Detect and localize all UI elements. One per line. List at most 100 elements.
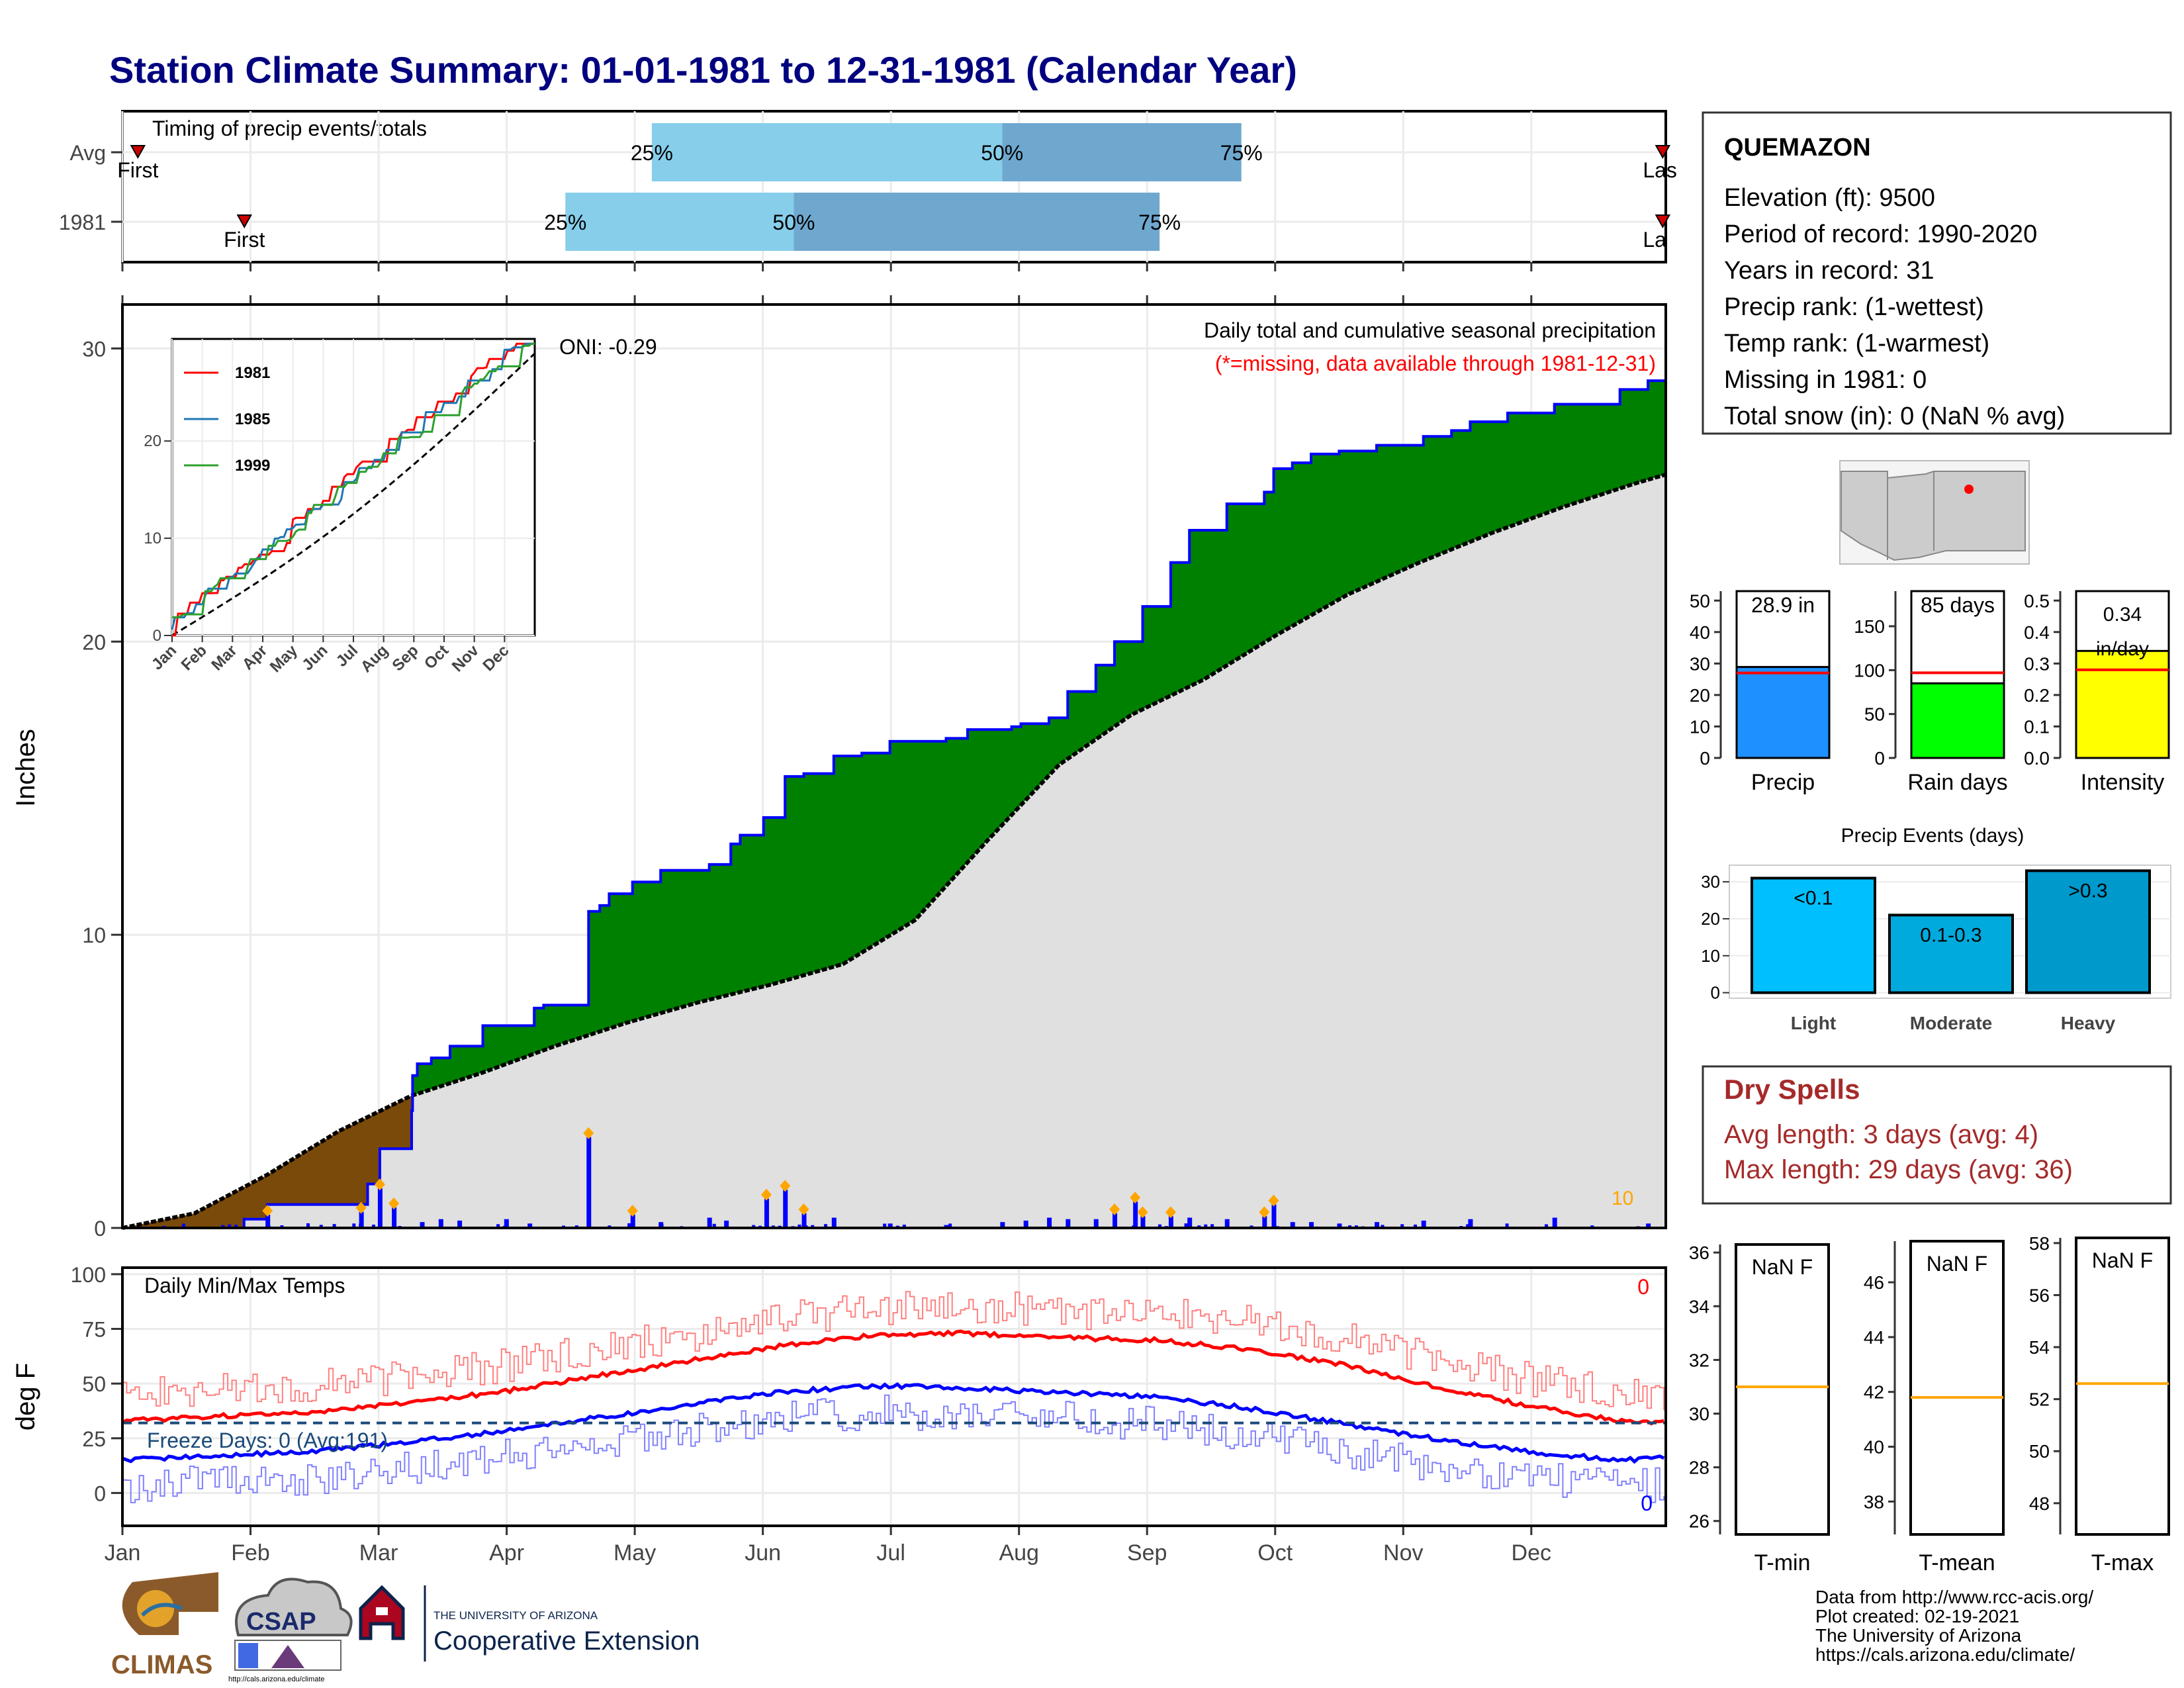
daily-trace-bar: [306, 1223, 310, 1228]
footer-data-source: Data from http://www.rcc-acis.org/: [1815, 1587, 2093, 1607]
daily-trace-bar: [181, 1223, 185, 1228]
month-label: Jun: [745, 1540, 781, 1566]
daily-precip-bar: [420, 1222, 425, 1228]
temp-box-label: NaN F: [1752, 1255, 1813, 1279]
daily-precip-bar: [1133, 1201, 1138, 1228]
temp-box-ytick-label: 46: [1864, 1272, 1884, 1293]
dry-spells-max: Max length: 29 days (avg: 36): [1724, 1155, 2073, 1184]
precip-heading: Daily total and cumulative seasonal prec…: [1204, 318, 1656, 342]
dry-spells-box: Dry Spells Avg length: 3 days (avg: 4) M…: [1702, 1065, 2172, 1205]
daily-trace-bar: [1400, 1224, 1404, 1228]
daily-precip-bar: [1421, 1220, 1426, 1228]
precip-note: (*=missing, data available through 1981-…: [1215, 352, 1656, 375]
inset-ytick-label: 20: [144, 432, 161, 450]
daily-precip-bar: [1552, 1217, 1557, 1228]
temp-box-frame: [1735, 1243, 1830, 1536]
dry-spells-title: Dry Spells: [1724, 1074, 1860, 1105]
precip-events-bar: [1888, 914, 2014, 994]
station-temp-rank: Temp rank: (1-warmest): [1724, 330, 1989, 357]
precip-events-chart: Precip Events (days) 0 10 20 30 <0.1 Light 0.1…: [1701, 825, 2171, 1033]
precip-ytick-label: 0: [94, 1217, 106, 1241]
temp-box-ytick-label: 26: [1689, 1511, 1709, 1532]
footer-url: https://cals.arizona.edu/climate/: [1815, 1644, 2075, 1665]
ua-a-gap: [376, 1607, 388, 1615]
inset-ytick-label: 10: [144, 530, 161, 547]
temperature-ytick-label: 0: [94, 1481, 106, 1505]
temp-box-ytick-label: 40: [1864, 1437, 1884, 1458]
daily-trace-bar: [1210, 1224, 1214, 1228]
station-years: Years in record: 31: [1724, 257, 1934, 285]
month-label: Mar: [359, 1540, 398, 1566]
temperature-ylabel: deg F: [11, 1363, 40, 1430]
temp-box-ytick-label: 34: [1689, 1296, 1709, 1317]
heavy-event-marker: [1165, 1206, 1176, 1219]
small-bar-label: 28.9 in: [1751, 593, 1815, 617]
temp-box-ytick-label: 54: [2029, 1337, 2050, 1358]
small-bar-name: Rain days: [1907, 770, 2007, 795]
heavy-event-marker: [262, 1205, 273, 1217]
daily-precip-bar: [1168, 1216, 1173, 1228]
temp-box-ytick-label: 56: [2029, 1285, 2050, 1305]
precip-frame: [121, 303, 1667, 1229]
timing-row-label: Avg: [69, 141, 106, 165]
daily-precip-bar: [707, 1217, 712, 1228]
first-label: First: [224, 228, 265, 252]
precip-events-category: Moderate: [1910, 1013, 1992, 1033]
precip-events-ytick-label: 20: [1701, 909, 1720, 929]
csap-mountain: [271, 1645, 304, 1668]
first-marker: [236, 214, 252, 229]
temp-box-ytick-label: 50: [2029, 1441, 2050, 1462]
station-location-marker: [1964, 485, 1974, 494]
temp-box-frame: [2075, 1237, 2170, 1536]
timing-panel: Timing of precip events/totals Avg 25% 50%…: [59, 110, 1677, 305]
timing-pct-50: 50%: [981, 141, 1023, 165]
average-area: [122, 474, 1666, 1228]
precip-events-category: Heavy: [2061, 1013, 2116, 1033]
footer-plot-created: Plot created: 02-19-2021: [1815, 1606, 2019, 1626]
daily-precip-bar: [377, 1188, 383, 1228]
daily-precip-bar: [1187, 1217, 1193, 1228]
small-bar-ytick-label: 0.0: [2024, 748, 2050, 769]
daily-precip-bar: [392, 1207, 397, 1228]
temp-box-frame: [1909, 1240, 2005, 1536]
timing-pct-75: 75%: [1138, 211, 1181, 234]
station-snow: Total snow (in): 0 (NaN % avg): [1724, 402, 2065, 430]
temp-box-ytick-label: 32: [1689, 1350, 1709, 1370]
month-label: Feb: [231, 1540, 270, 1566]
small-bar-ytick-label: 150: [1854, 616, 1885, 637]
daily-trace-bar: [267, 1225, 271, 1228]
temp-box-ytick-label: 28: [1689, 1458, 1709, 1478]
daily-precip-bar: [1224, 1219, 1230, 1228]
daily-trace-bar: [352, 1223, 356, 1228]
small-bar-name: Precip: [1751, 770, 1815, 795]
oni-label: ONI: -0.29: [559, 335, 657, 359]
daily-precip-bar: [1262, 1216, 1267, 1228]
temp-box-name: T-max: [2091, 1550, 2154, 1575]
daily-trace-bar: [1505, 1223, 1509, 1228]
precip-ytick-label: 30: [82, 337, 106, 361]
small-bar-ytick-label: 30: [1690, 653, 1710, 674]
month-label: Jan: [105, 1540, 141, 1566]
daily-trace-bar: [234, 1225, 238, 1228]
precip-panel: 0 10 20 30 Daily total and cumulative seaso…: [11, 303, 1667, 1241]
heavy-event-marker: [760, 1188, 772, 1201]
locator-map: [1839, 460, 2030, 565]
ua-line2: Cooperative Extension: [433, 1626, 700, 1656]
csap-logo: CSAP http://cals.arizona.edu/climate: [228, 1577, 353, 1683]
precip-events-title: Precip Events (days): [1841, 825, 2025, 847]
temperature-ytick-label: 100: [71, 1263, 106, 1287]
station-frame: [1702, 111, 2172, 435]
daily-precip-bar: [1000, 1222, 1005, 1228]
daily-precip-bar: [1375, 1222, 1380, 1228]
daily-trace-bar: [752, 1225, 756, 1228]
temperature-label: Daily Min/Max Temps: [144, 1274, 345, 1297]
last-marker: [1655, 214, 1671, 229]
heavy-event-marker: [1130, 1192, 1141, 1204]
last-marker: [1655, 145, 1671, 160]
temperature-summary-boxes: 26 28 30 32 34 36 NaN F T-min 38 40 42 44 46 NaN F T-m…: [1689, 1233, 2170, 1575]
csap-url: http://cals.arizona.edu/climate: [228, 1675, 325, 1683]
daily-precip-bar: [457, 1220, 463, 1228]
daily-trace-bar: [496, 1224, 500, 1228]
ua-line1: THE UNIVERSITY OF ARIZONA: [433, 1609, 598, 1622]
